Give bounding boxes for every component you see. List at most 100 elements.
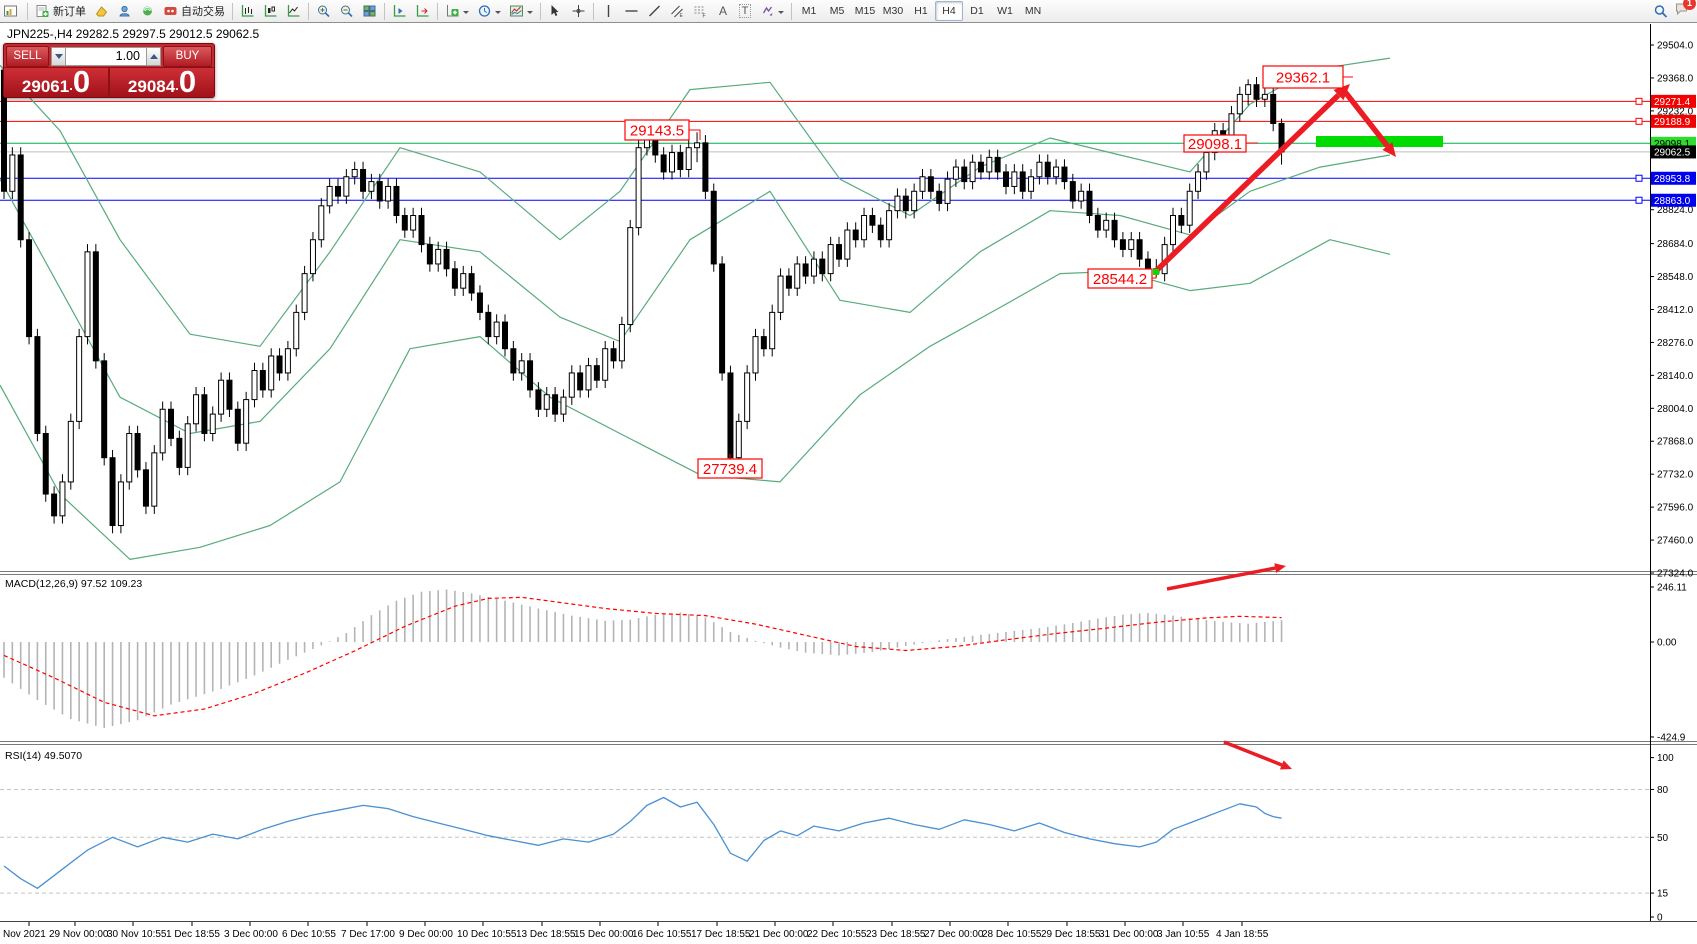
volume-input[interactable]: 1.00 <box>66 46 146 66</box>
candle-chart-mode-button[interactable] <box>259 1 282 21</box>
price-annotation[interactable]: 29362.1 <box>1262 65 1353 89</box>
volume-increase-button[interactable] <box>146 46 161 66</box>
candle-body <box>301 273 308 313</box>
horizontal-line-tool-button[interactable] <box>620 1 643 21</box>
macd-label: MACD(12,26,9) 97.52 109.23 <box>5 578 142 590</box>
timeframe-MN[interactable]: MN <box>1024 5 1042 17</box>
profiles-button[interactable] <box>90 1 113 21</box>
sell-button[interactable]: SELL <box>6 45 49 67</box>
price-annotation[interactable]: 27739.4 <box>697 454 763 479</box>
candlestick <box>493 314 500 345</box>
price-annotation[interactable]: 28544.2 <box>1087 268 1159 289</box>
price-axis: 29504.0 29368.0 29232.0 28824.0 28684.0 28548… <box>1650 41 1696 580</box>
label-tool-button[interactable]: T <box>734 1 756 21</box>
line-chart-mode-button[interactable] <box>282 1 305 21</box>
periods-button[interactable] <box>473 1 505 21</box>
price-tag: 29062.5 <box>1651 145 1696 159</box>
candle-body <box>401 215 408 231</box>
axis-tick-label: 28824.0 <box>1657 205 1694 216</box>
rsi-panel[interactable]: RSI(14) 49.5070 100 80 50 15 0 <box>0 740 1674 924</box>
candlestick <box>84 244 91 345</box>
annotation-leader <box>689 129 701 140</box>
buy-price[interactable]: 29084. 0 <box>110 66 214 97</box>
timeframe-W1[interactable]: W1 <box>997 5 1013 17</box>
zoom-out-button[interactable] <box>335 1 358 21</box>
fibonacci-tool-button[interactable]: F <box>689 1 712 21</box>
autotrading-button[interactable]: 自动交易 <box>159 1 229 21</box>
candlestick <box>510 340 517 381</box>
candlestick <box>42 425 49 502</box>
price-tag-bg <box>1651 193 1696 207</box>
bar-chart-mode-button[interactable] <box>236 1 259 21</box>
trendline-tool-button[interactable] <box>643 1 666 21</box>
crosshair-icon <box>572 5 585 17</box>
candlestick <box>777 268 784 321</box>
candlestick <box>869 207 876 233</box>
new-chart-button[interactable] <box>2 1 24 21</box>
signals-button[interactable] <box>136 1 159 21</box>
volume-decrease-button[interactable] <box>51 46 66 66</box>
timeframe-M15[interactable]: M15 <box>854 5 876 17</box>
tile-windows-button[interactable] <box>358 1 381 21</box>
search-icon[interactable] <box>1653 4 1668 18</box>
notifications-button[interactable]: 1 <box>1674 0 1696 21</box>
main-price-panel[interactable]: 29362.1 29143.5 29098.1 28544.2 27739.4 <box>0 57 1650 560</box>
community-button[interactable] <box>113 1 136 21</box>
sell-price[interactable]: 29061. 0 <box>4 66 110 97</box>
text-tool-button[interactable]: A <box>712 1 734 21</box>
timeframe-M5[interactable]: M5 <box>829 5 845 17</box>
cursor-tool-button[interactable] <box>544 1 567 21</box>
candle-body <box>552 394 559 415</box>
macd-panel[interactable]: MACD(12,26,9) 97.52 109.23 246.11 0.00 -424… <box>3 563 1687 743</box>
candle-body <box>17 154 24 241</box>
line-handle[interactable] <box>1635 97 1643 105</box>
candlestick <box>485 304 492 345</box>
price-tag: 29271.4 <box>1651 94 1696 108</box>
candlestick <box>702 135 709 200</box>
trend-arrow <box>1223 740 1292 770</box>
timeframe-H4[interactable]: H4 <box>935 1 963 21</box>
candlestick <box>1170 207 1176 253</box>
buy-button[interactable]: BUY <box>163 45 212 67</box>
indicators-button[interactable] <box>441 1 473 21</box>
timeframe-H1[interactable]: H1 <box>914 5 928 17</box>
candlestick <box>268 348 275 398</box>
price-annotation[interactable]: 29143.5 <box>624 119 701 141</box>
candlestick <box>418 207 425 253</box>
line-handle[interactable] <box>1635 174 1643 182</box>
anchor-handle[interactable] <box>1153 269 1159 275</box>
crosshair-tool-button[interactable] <box>567 1 590 21</box>
price-tag: 28863.0 <box>1651 193 1696 207</box>
candlestick <box>368 173 375 200</box>
timeframe-M30[interactable]: M30 <box>882 5 904 17</box>
arrows-tool-button[interactable] <box>756 1 788 21</box>
channel-tool-button[interactable]: E <box>666 1 689 21</box>
auto-scroll-button[interactable] <box>388 1 411 21</box>
templates-button[interactable] <box>505 1 537 21</box>
line-chart-icon <box>287 5 300 17</box>
auto-scroll-icon <box>393 5 406 17</box>
new-order-button[interactable]: 新订单 <box>31 1 90 21</box>
candle-body <box>969 161 976 183</box>
vertical-line-tool-button[interactable] <box>597 1 620 21</box>
time-tick-label: 23 Dec 18:55 <box>866 929 926 940</box>
price-annotation[interactable]: 29098.1 <box>1183 134 1258 153</box>
line-handle[interactable] <box>1635 196 1643 204</box>
axis-tick-label: 27732.0 <box>1657 470 1694 481</box>
timeframe-M1[interactable]: M1 <box>801 5 817 17</box>
timeframe-D1[interactable]: D1 <box>970 5 984 17</box>
candle-body <box>1144 258 1151 270</box>
candle-body <box>468 273 475 294</box>
line-handle[interactable] <box>1635 117 1643 125</box>
candlestick <box>142 462 149 514</box>
zoom-in-button[interactable] <box>312 1 335 21</box>
candlestick <box>1069 173 1076 209</box>
candlestick <box>309 231 316 282</box>
price-tag-bg <box>1651 114 1696 128</box>
time-tick-label: 21 Dec 00:00 <box>749 929 809 940</box>
rsi-label: RSI(14) 49.5070 <box>5 750 82 762</box>
chart-shift-button[interactable] <box>411 1 434 21</box>
line <box>1154 93 1341 273</box>
time-tick-label: Nov 2021 <box>3 929 46 940</box>
